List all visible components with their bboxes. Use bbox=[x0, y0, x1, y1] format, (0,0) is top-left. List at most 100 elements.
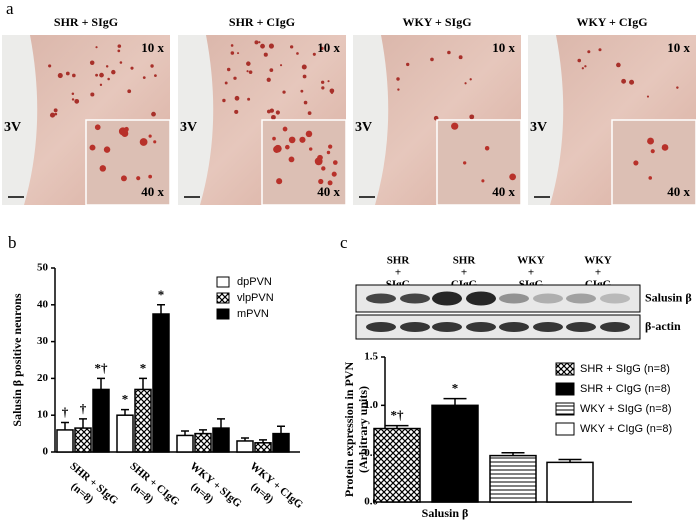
stained-cell bbox=[95, 46, 98, 49]
error-bar bbox=[443, 397, 467, 406]
lane-label: + bbox=[528, 267, 534, 279]
stained-cell bbox=[633, 160, 639, 166]
blot-band bbox=[466, 291, 496, 306]
blot-band bbox=[400, 293, 430, 304]
legend-label: SHR + SIgG (n=8) bbox=[580, 363, 670, 375]
stained-cell bbox=[247, 97, 251, 101]
legend-label: SHR + CIgG (n=8) bbox=[580, 383, 670, 395]
region-label: 3V bbox=[180, 120, 197, 135]
stained-cell bbox=[282, 90, 286, 94]
bar bbox=[152, 313, 170, 453]
blot-band bbox=[499, 322, 529, 332]
stained-cell bbox=[48, 64, 52, 68]
blot-strip bbox=[355, 284, 641, 313]
bar bbox=[194, 432, 212, 453]
stained-cell bbox=[71, 92, 75, 96]
stained-cell bbox=[272, 136, 276, 141]
stained-cell bbox=[577, 58, 582, 63]
stained-cell bbox=[296, 52, 299, 55]
significance-marker: * bbox=[158, 287, 165, 302]
blot-strip bbox=[355, 314, 641, 340]
stained-cell bbox=[629, 79, 635, 85]
y-tick-label: 1.5 bbox=[364, 351, 378, 363]
stained-cell bbox=[148, 174, 153, 179]
blot-band bbox=[432, 291, 462, 306]
region-label: 3V bbox=[530, 120, 547, 135]
blot-row-label: β-actin bbox=[645, 319, 681, 333]
magnification: 40 x bbox=[492, 184, 515, 199]
legend-swatch bbox=[555, 382, 575, 396]
image-title: SHR + CIgG bbox=[229, 15, 295, 29]
stained-cell bbox=[117, 49, 121, 53]
magnification: 10 x bbox=[492, 40, 515, 55]
y-tick-label: 10 bbox=[37, 409, 49, 421]
stained-cell bbox=[237, 52, 240, 55]
error-bar bbox=[97, 377, 105, 390]
stained-cell bbox=[289, 45, 294, 49]
error-bar bbox=[79, 418, 87, 429]
magnification: 40 x bbox=[141, 184, 164, 199]
stained-cell bbox=[263, 52, 268, 57]
stained-cell bbox=[330, 91, 334, 94]
ventricle bbox=[178, 35, 214, 205]
bar bbox=[373, 427, 421, 503]
y-tick-label: 1.0 bbox=[364, 399, 378, 411]
inset bbox=[436, 119, 522, 206]
significance-marker: *† bbox=[95, 360, 109, 375]
panel-label: b bbox=[8, 233, 17, 252]
legend-swatch bbox=[555, 422, 575, 436]
significance-marker: *† bbox=[391, 408, 405, 423]
stained-cell bbox=[301, 64, 307, 70]
stained-cell bbox=[481, 179, 485, 183]
stained-cell bbox=[288, 136, 296, 144]
error-bar bbox=[157, 304, 165, 314]
bar bbox=[92, 388, 110, 453]
blot-band bbox=[600, 293, 630, 304]
stained-cell bbox=[326, 150, 331, 155]
stained-cell bbox=[458, 55, 463, 60]
inset bbox=[261, 119, 347, 206]
significance-marker: * bbox=[452, 381, 459, 396]
error-bar bbox=[259, 439, 267, 443]
stained-cell bbox=[307, 111, 312, 116]
error-bar bbox=[277, 425, 285, 434]
stained-cell bbox=[276, 178, 283, 185]
stained-cell bbox=[246, 61, 251, 66]
stained-cell bbox=[148, 134, 152, 138]
stained-cell bbox=[119, 61, 123, 64]
legend-swatch bbox=[216, 292, 230, 304]
blot-band bbox=[533, 293, 563, 304]
stained-cell bbox=[71, 98, 75, 101]
stained-cell bbox=[274, 144, 282, 153]
magnification: 10 x bbox=[667, 40, 690, 55]
magnification: 40 x bbox=[317, 184, 340, 199]
stained-cell bbox=[321, 166, 326, 171]
stained-cell bbox=[230, 44, 234, 47]
blot-band bbox=[600, 322, 630, 332]
stained-cell bbox=[65, 71, 70, 76]
legend-label: mPVN bbox=[237, 308, 269, 320]
stained-cell bbox=[469, 114, 475, 120]
y-axis-label: Protein expression in PVN bbox=[342, 362, 356, 498]
stained-cell bbox=[331, 171, 337, 177]
y-tick-label: 0 bbox=[43, 446, 49, 458]
stained-cell bbox=[275, 110, 280, 115]
stained-cell bbox=[321, 86, 325, 90]
stained-cell bbox=[103, 146, 111, 153]
stained-cell bbox=[226, 67, 231, 72]
stained-cell bbox=[308, 147, 313, 151]
lane-label: + bbox=[461, 267, 467, 279]
stained-cell bbox=[230, 51, 235, 55]
stained-cell bbox=[269, 68, 274, 73]
stained-cell bbox=[616, 62, 621, 68]
bar bbox=[116, 414, 134, 453]
stained-cell bbox=[99, 83, 103, 87]
blot-band bbox=[466, 322, 496, 332]
stained-cell bbox=[99, 72, 104, 78]
error-bar bbox=[61, 421, 69, 430]
blot-band bbox=[366, 322, 396, 332]
stained-cell bbox=[150, 64, 154, 68]
y-tick-label: 20 bbox=[37, 372, 49, 384]
error-bar bbox=[181, 430, 189, 436]
